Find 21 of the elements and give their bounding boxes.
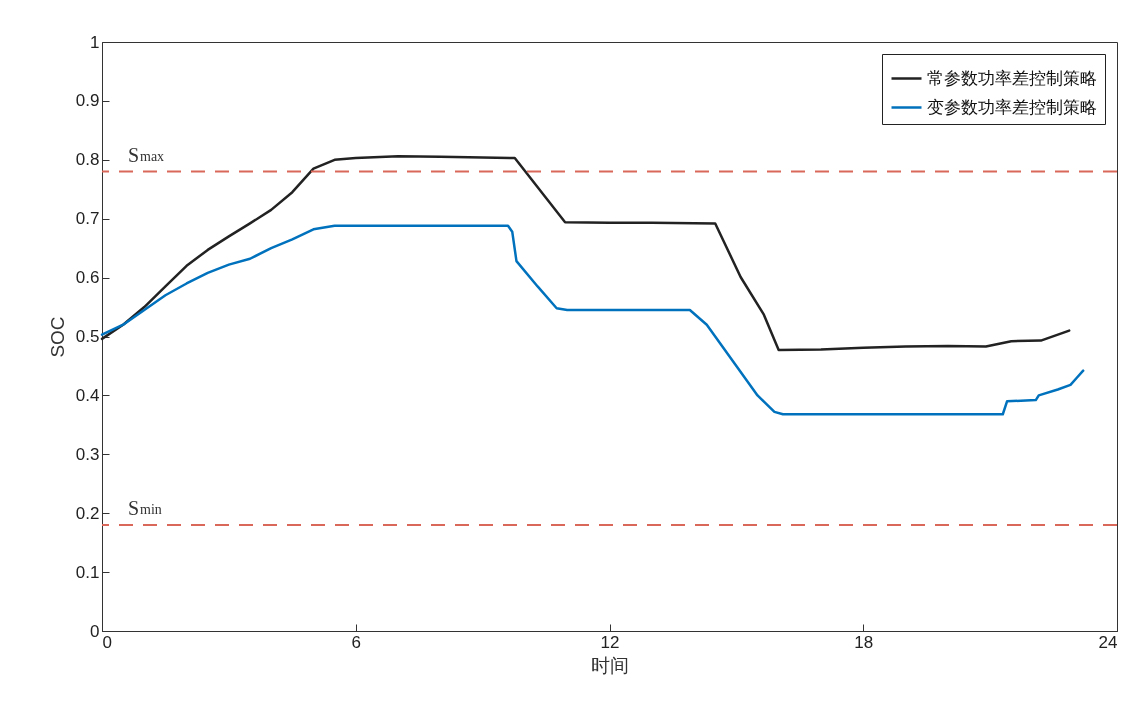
y-tick-label: 0.4	[75, 385, 100, 405]
legend-label: 常参数功率差控制策略	[927, 68, 1097, 88]
y-tick-label: 1	[90, 32, 100, 52]
y-tick-label: 0.5	[75, 327, 100, 346]
y-tick-label: 0.2	[75, 503, 100, 523]
y-axis-title: SOC	[46, 316, 68, 358]
y-tick-label: 0.3	[75, 444, 100, 464]
y-tick-label: 0.6	[75, 268, 100, 288]
x-tick-label: 12	[600, 632, 620, 652]
ref-line-label: Smax	[128, 143, 165, 166]
ref-line-label: Smin	[128, 496, 162, 519]
x-tick-label: 24	[1098, 632, 1118, 652]
y-tick-label: 0.1	[75, 562, 100, 582]
x-tick-label: 18	[854, 632, 874, 652]
x-tick-label: 6	[351, 632, 361, 652]
y-tick-label: 0.8	[75, 150, 100, 170]
y-tick-label: 0.9	[75, 91, 100, 111]
legend-label: 变参数功率差控制策略	[927, 97, 1097, 117]
y-tick-label: 0.7	[75, 209, 100, 229]
line-series	[100, 224, 1085, 416]
x-axis-title: 时间	[591, 654, 629, 676]
